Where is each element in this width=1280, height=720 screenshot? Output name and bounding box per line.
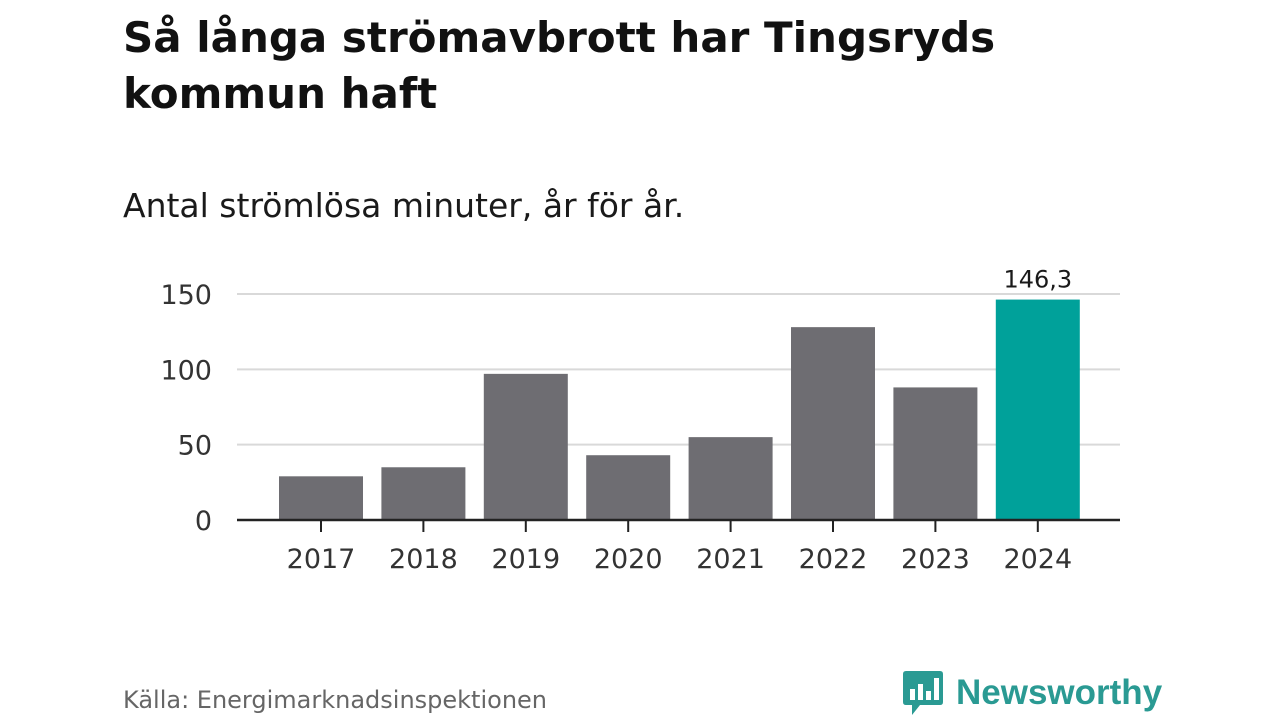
x-tick-label: 2024 [1003,544,1072,575]
chart-title: Så långa strömavbrott har Tingsryds komm… [123,13,996,118]
x-tick-label: 2018 [389,544,458,575]
bar [586,455,671,520]
x-tick-label: 2022 [799,544,868,575]
axes [237,518,1120,532]
bar-chart-speech-bubble-icon [903,671,943,715]
brand-logo: Newsworthy [902,668,1162,718]
x-tick-label: 2019 [491,544,560,575]
source-note: Källa: Energimarknadsinspektionen [123,686,548,714]
data-label: 146,3 [1003,266,1072,294]
bar [381,467,466,520]
y-tick-label: 50 [178,431,212,462]
bar [688,437,773,520]
bar [483,373,568,520]
gridlines [237,293,1120,446]
y-tick-label: 150 [160,280,212,311]
y-tick-label: 100 [160,355,212,386]
bar [279,476,363,520]
labels: 0 50 100 150 2017 2018 2019 2020 2021 2022 2023 202… [160,266,1072,575]
y-tick-label: 0 [195,506,212,537]
bar [791,327,875,520]
bar [893,387,978,520]
bars [279,299,1080,520]
x-tick-label: 2023 [901,544,970,575]
x-tick-label: 2017 [287,544,356,575]
x-tick-label: 2020 [594,544,663,575]
brand-name: Newsworthy [956,673,1163,712]
bar [995,299,1080,520]
chart-subtitle: Antal strömlösa minuter, år för år. [123,186,685,225]
x-tick-label: 2021 [696,544,765,575]
